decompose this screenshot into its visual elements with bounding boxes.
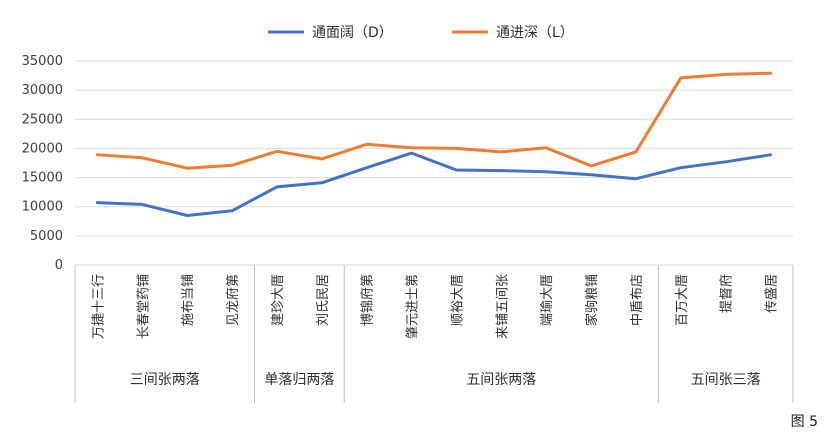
legend-label: 通进深（L） [496,25,574,41]
series-line-2 [95,71,773,170]
series-line-1 [95,151,773,217]
legend-label: 通面阔（D） [312,25,393,41]
y-tick-label: 20000 [22,141,63,156]
y-tick-label: 35000 [22,54,63,69]
y-tick-label: 5000 [30,229,63,244]
category-label: 提督府 [719,274,735,313]
category-label: 顺裕大厝 [450,274,465,326]
category-label: 见龙府第 [226,274,241,326]
y-tick-label: 15000 [22,171,63,186]
group-label: 三间张两落 [130,372,200,388]
category-label: 肇元进士第 [406,274,421,339]
category-label: 博锦府第 [361,274,376,326]
category-label: 来铺五间张 [495,274,510,339]
category-label: 家驹粮铺 [584,274,600,326]
figure-label: 图 5 [790,414,818,430]
y-tick-label: 10000 [22,200,63,215]
category-label: 建珍大厝 [271,274,286,326]
category-label: 传盛居 [765,274,780,313]
group-label: 五间张三落 [691,372,761,388]
category-label: 中盾布店 [630,274,645,326]
y-tick-label: 0 [55,258,63,273]
category-label: 刘氏民居 [316,274,331,326]
category-label: 万捷十三行 [91,274,106,339]
category-label: 长春堂药铺 [136,274,151,339]
category-label: 百万大厝 [675,274,690,326]
y-tick-label: 30000 [22,83,63,98]
group-label: 单落归两落 [264,371,334,388]
group-label: 五间张两落 [466,372,536,388]
category-label: 施布当铺 [181,274,196,326]
y-tick-label: 25000 [22,112,63,127]
category-label: 端瑜大厝 [540,274,555,326]
